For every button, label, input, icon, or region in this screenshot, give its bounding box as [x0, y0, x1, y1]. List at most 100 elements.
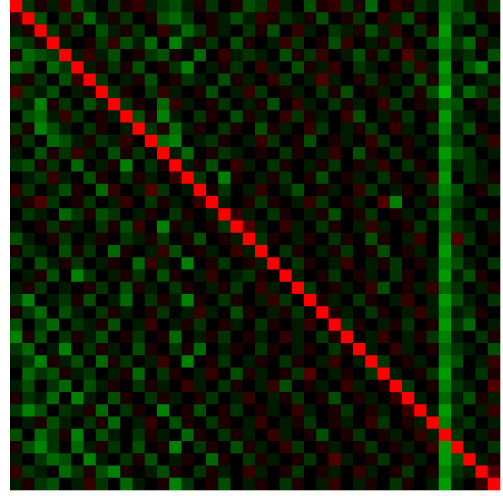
heatmap-cell — [402, 0, 415, 13]
heatmap-cell — [353, 196, 366, 209]
heatmap-cell — [108, 355, 121, 368]
heatmap-cell — [242, 98, 256, 111]
heatmap-cell — [218, 392, 231, 405]
heatmap-cell — [59, 220, 72, 234]
heatmap-cell — [34, 330, 48, 344]
heatmap-cell — [34, 343, 48, 356]
heatmap-cell — [34, 49, 48, 62]
heatmap-cell — [414, 367, 427, 381]
heatmap-cell — [463, 318, 476, 332]
heatmap-cell — [402, 147, 415, 160]
heatmap-cell — [402, 453, 415, 466]
heatmap-cell — [438, 85, 452, 99]
heatmap-cell — [279, 134, 293, 148]
heatmap-cell — [487, 392, 501, 405]
heatmap-cell — [340, 281, 354, 295]
heatmap-cell — [389, 355, 403, 368]
heatmap-cell — [71, 330, 84, 344]
heatmap-cell — [218, 343, 231, 356]
heatmap-cell — [426, 392, 440, 405]
heatmap-cell — [22, 453, 35, 466]
heatmap-cell — [304, 49, 317, 62]
heatmap-cell — [340, 85, 354, 99]
heatmap-cell — [475, 428, 489, 442]
heatmap-cell — [353, 245, 366, 258]
heatmap-cell — [218, 281, 231, 295]
heatmap-cell — [353, 110, 366, 123]
heatmap-cell — [328, 428, 342, 442]
heatmap-cell — [95, 24, 109, 38]
heatmap-cell — [181, 465, 195, 479]
heatmap-cell — [402, 269, 415, 283]
heatmap-cell — [71, 12, 84, 25]
heatmap-cell — [10, 269, 23, 283]
heatmap-cell — [218, 453, 231, 466]
heatmap-cell — [46, 98, 60, 111]
heatmap-cell — [230, 73, 244, 87]
heatmap-cell — [71, 465, 84, 479]
heatmap-cell — [108, 416, 121, 430]
heatmap-cell — [487, 0, 501, 13]
heatmap-cell — [157, 208, 170, 221]
heatmap-cell — [255, 306, 268, 319]
heatmap-cell — [402, 196, 415, 209]
heatmap-cell — [291, 343, 305, 356]
heatmap-cell — [83, 330, 97, 344]
heatmap-cell — [402, 281, 415, 295]
heatmap-cell — [193, 36, 207, 50]
heatmap-cell — [59, 196, 72, 209]
heatmap-cell — [365, 306, 378, 319]
heatmap-cell — [34, 208, 48, 221]
heatmap-cell — [377, 465, 391, 479]
heatmap-cell — [34, 220, 48, 234]
heatmap-cell — [426, 257, 440, 270]
heatmap-cell — [328, 416, 342, 430]
heatmap-cell — [10, 36, 23, 50]
heatmap-cell — [193, 453, 207, 466]
heatmap-cell — [206, 122, 219, 136]
heatmap-cell — [402, 73, 415, 87]
heatmap-cell — [34, 294, 48, 307]
heatmap-cell — [83, 85, 97, 99]
heatmap-cell — [255, 232, 268, 246]
heatmap-cell — [451, 24, 464, 38]
heatmap-cell — [46, 477, 60, 491]
heatmap-cell — [22, 306, 35, 319]
heatmap-cell — [279, 392, 293, 405]
heatmap-cell — [402, 294, 415, 307]
heatmap-cell — [22, 465, 35, 479]
heatmap-cell — [389, 98, 403, 111]
heatmap-cell — [377, 36, 391, 50]
heatmap-cell — [34, 441, 48, 454]
heatmap-cell — [463, 134, 476, 148]
heatmap-cell — [83, 477, 97, 491]
heatmap-cell — [267, 159, 280, 172]
heatmap-cell — [108, 24, 121, 38]
heatmap-cell — [144, 465, 158, 479]
heatmap-cell — [59, 318, 72, 332]
heatmap-cell — [340, 110, 354, 123]
heatmap-cell — [316, 453, 329, 466]
heatmap-cell — [389, 171, 403, 185]
heatmap-cell — [22, 12, 35, 25]
heatmap-cell — [132, 465, 146, 479]
heatmap-cell — [438, 134, 452, 148]
heatmap-cell — [377, 122, 391, 136]
heatmap-cell — [255, 196, 268, 209]
heatmap-cell — [230, 294, 244, 307]
heatmap-cell — [463, 61, 476, 74]
heatmap-cell — [267, 392, 280, 405]
heatmap-cell — [451, 343, 464, 356]
heatmap-cell — [291, 183, 305, 197]
heatmap-cell — [353, 24, 366, 38]
heatmap-cell — [108, 98, 121, 111]
heatmap-cell — [328, 453, 342, 466]
heatmap-cell — [95, 49, 109, 62]
heatmap-cell — [230, 465, 244, 479]
heatmap-cell — [242, 12, 256, 25]
heatmap-cell — [353, 441, 366, 454]
heatmap-cell — [291, 269, 305, 283]
heatmap-cell — [144, 73, 158, 87]
heatmap-cell — [279, 159, 293, 172]
heatmap-cell — [414, 379, 427, 393]
